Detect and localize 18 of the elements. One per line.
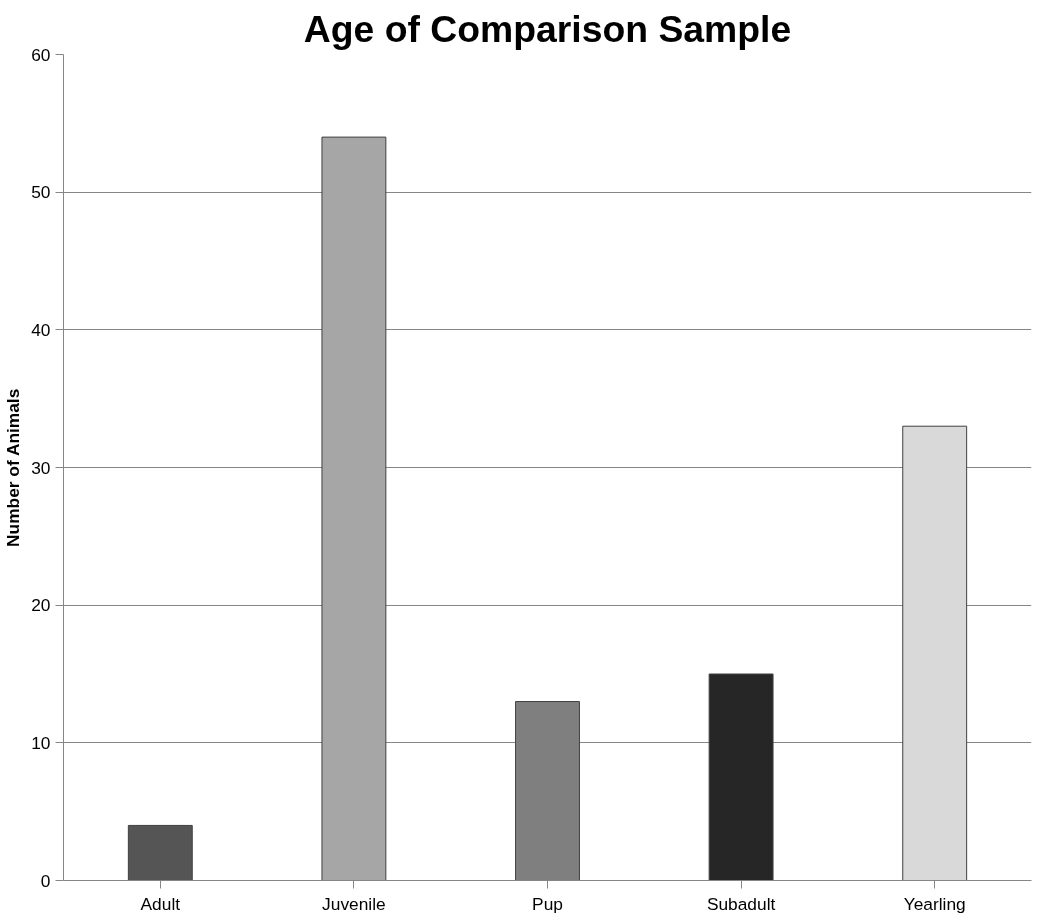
x-tick-label: Pup (532, 893, 563, 914)
y-tick-label: 20 (31, 595, 51, 616)
x-tick-label: Juvenile (322, 893, 386, 914)
y-tick-label: 0 (40, 870, 51, 891)
bar (902, 425, 968, 881)
x-tick-label: Subadult (706, 893, 776, 914)
y-tick-label: 60 (31, 44, 51, 65)
y-tick-label: 40 (31, 319, 51, 340)
bar (708, 673, 774, 881)
bar (321, 136, 387, 881)
bar (127, 824, 193, 881)
x-tick-label: Yearling (903, 893, 966, 914)
y-tick-label: 50 (31, 182, 51, 203)
y-axis-title: Number of Animals (3, 388, 24, 547)
x-tick-label: Adult (140, 893, 181, 914)
y-tick-label: 10 (31, 732, 51, 753)
y-tick-label: 30 (31, 457, 51, 478)
chart-title: Age of Comparison Sample (303, 7, 792, 50)
